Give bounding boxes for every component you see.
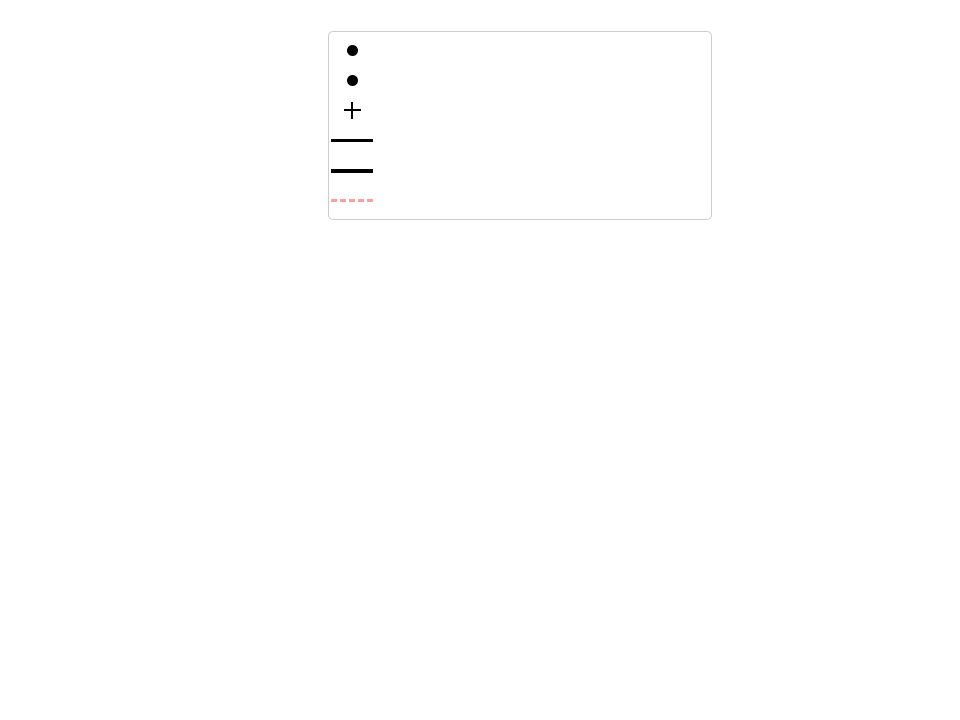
plus-marker-icon [343,101,361,119]
red-line-icon [331,168,373,173]
legend-item-daily-new-cases [329,95,711,125]
legend-item-projection [329,35,711,65]
black-line-icon [331,138,373,143]
magenta-dot-icon [346,74,358,86]
legend [328,31,712,220]
legend-item-7-day-average [329,126,711,156]
red-dot-icon [346,44,358,56]
pink-dashed-line-icon [331,199,373,203]
legend-item-confidence-interval [329,156,711,186]
legend-item-projection-extended [329,65,711,95]
legend-item-projection-june-7 [329,186,711,216]
